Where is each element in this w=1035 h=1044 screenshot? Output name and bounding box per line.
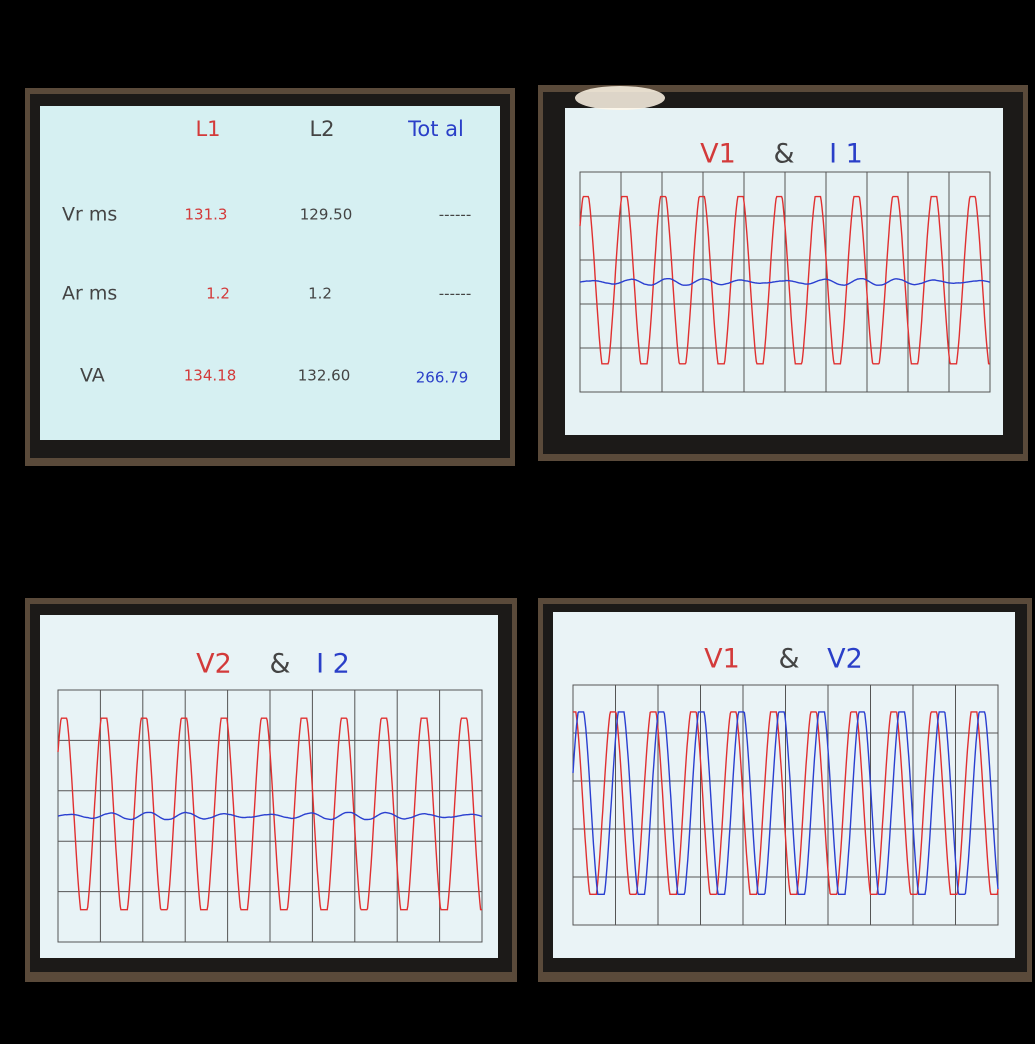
glare (575, 86, 665, 110)
cell: ------ (439, 285, 471, 303)
trace-name: V1 (704, 644, 740, 675)
cell: 132.60 (298, 367, 351, 385)
trace-name: I 1 (829, 139, 863, 170)
cell: 1.2 (308, 285, 332, 303)
row-label: Vr ms (62, 204, 117, 226)
column-header: L2 (309, 117, 334, 141)
screen (40, 106, 500, 440)
cell: 134.18 (184, 367, 237, 385)
cell: 131.3 (185, 206, 228, 224)
cell: ------ (439, 206, 471, 224)
column-header: L1 (195, 117, 220, 141)
photo: L1 L2 Tot al Vr ms 131.3 129.50 ------ A… (0, 0, 1035, 1044)
column-header: Tot al (407, 117, 464, 141)
trace-name: V1 (700, 139, 736, 170)
title-separator: & (778, 644, 799, 675)
trace-name: V2 (196, 649, 232, 680)
cell: 1.2 (206, 285, 230, 303)
cell: 266.79 (416, 369, 469, 387)
row-label: VA (80, 365, 105, 387)
trace-name: V2 (827, 644, 863, 675)
title-separator: & (773, 139, 794, 170)
title-separator: & (269, 649, 290, 680)
trace-name: I 2 (316, 649, 350, 680)
row-label: Ar ms (62, 283, 117, 305)
cell: 129.50 (300, 206, 353, 224)
